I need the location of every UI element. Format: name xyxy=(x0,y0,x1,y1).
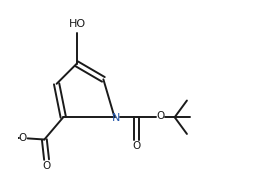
Text: O: O xyxy=(133,141,141,151)
Text: O: O xyxy=(43,161,51,171)
Text: N: N xyxy=(111,113,120,123)
Text: O: O xyxy=(157,111,165,121)
Text: O: O xyxy=(18,132,26,142)
Text: HO: HO xyxy=(69,19,86,29)
